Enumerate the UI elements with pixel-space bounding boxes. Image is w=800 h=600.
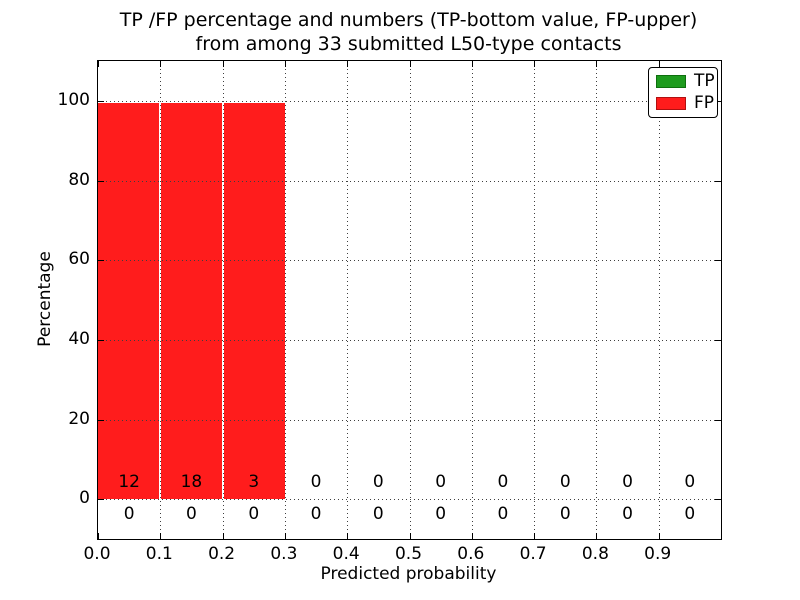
x-tick-label-0.5: 0.5 — [394, 544, 423, 564]
y-tick-label-100: 100 — [57, 89, 90, 110]
plot-area: TP FP 0 0 0 0 0 0 0 0 0 0 12 18 3 0 0 0 0 0 0 0 — [97, 60, 722, 540]
count-label-fp-bin-6: 0 — [497, 472, 509, 493]
count-label-fp-bin-5: 0 — [435, 472, 447, 493]
bar-fp-bin-2 — [222, 100, 285, 500]
y-tick-right — [715, 180, 721, 182]
x-tick-top — [284, 61, 286, 67]
y-tick-right — [715, 260, 721, 262]
y-tick-left — [98, 499, 104, 501]
legend-label-fp: FP — [694, 93, 715, 113]
x-tick-label-0.2: 0.2 — [208, 544, 236, 564]
x-tick-label-0.6: 0.6 — [457, 544, 485, 564]
x-tick-label-0.1: 0.1 — [145, 544, 173, 564]
x-tick-bottom — [658, 533, 660, 539]
x-tick-bottom — [471, 533, 473, 539]
count-label-tp-bin-8: 0 — [622, 503, 633, 524]
legend: TP FP — [648, 67, 718, 118]
count-label-tp-bin-0: 0 — [123, 503, 135, 524]
count-label-tp-bin-5: 0 — [435, 503, 447, 524]
count-label-fp-bin-0: 12 — [118, 472, 140, 493]
gridline-x-0.8 — [596, 61, 598, 539]
y-tick-right — [715, 499, 721, 501]
x-tick-label-0.7: 0.7 — [519, 544, 547, 564]
y-tick-label-80: 80 — [68, 169, 90, 190]
count-label-fp-bin-8: 0 — [622, 472, 633, 493]
x-tick-top — [347, 61, 349, 67]
gridline-x-0.1 — [160, 61, 162, 539]
y-tick-label-60: 60 — [68, 249, 90, 270]
bar-fp-bin-1 — [160, 100, 223, 500]
legend-entry-tp: TP — [656, 73, 715, 90]
x-tick-top — [98, 61, 99, 67]
count-label-tp-bin-4: 0 — [372, 503, 384, 524]
count-label-tp-bin-7: 0 — [559, 503, 571, 524]
x-axis-label: Predicted probability — [320, 564, 497, 584]
y-tick-label-40: 40 — [68, 328, 90, 349]
count-label-tp-bin-6: 0 — [497, 503, 509, 524]
gridline-x-0.9 — [658, 61, 660, 539]
gridline-x-0.2 — [222, 61, 224, 539]
x-tick-label-0.0: 0.0 — [83, 544, 111, 564]
x-tick-label-0.4: 0.4 — [332, 544, 360, 564]
legend-label-tp: TP — [694, 71, 715, 91]
count-label-tp-bin-3: 0 — [310, 503, 322, 524]
y-tick-left — [98, 100, 104, 102]
x-tick-label-0.8: 0.8 — [581, 544, 609, 564]
y-tick-left — [98, 419, 104, 421]
gridline-x-0.6 — [471, 61, 473, 539]
x-tick-top — [534, 61, 536, 67]
count-label-fp-bin-9: 0 — [684, 472, 696, 493]
x-tick-bottom — [409, 533, 411, 539]
x-tick-top — [596, 61, 598, 67]
count-label-fp-bin-4: 0 — [372, 472, 384, 493]
y-tick-right — [715, 339, 721, 341]
legend-swatch-fp — [656, 97, 686, 110]
count-label-fp-bin-1: 18 — [180, 472, 203, 493]
gridline-x-0.7 — [534, 61, 536, 539]
x-tick-bottom — [160, 533, 162, 539]
x-tick-label-0.9: 0.9 — [644, 544, 672, 564]
gridline-x-0.4 — [347, 61, 349, 539]
y-tick-label-0: 0 — [79, 488, 90, 509]
count-label-tp-bin-2: 0 — [248, 503, 260, 524]
y-tick-right — [715, 419, 721, 421]
count-label-tp-bin-1: 0 — [186, 503, 197, 524]
x-tick-top — [471, 61, 473, 67]
x-tick-top — [222, 61, 224, 67]
y-tick-left — [98, 260, 104, 262]
chart-title-line-1: TP /FP percentage and numbers (TP-bottom… — [119, 9, 698, 31]
x-tick-bottom — [98, 533, 99, 539]
x-tick-top — [658, 61, 660, 67]
count-label-tp-bin-9: 0 — [684, 503, 696, 524]
y-tick-label-20: 20 — [68, 408, 90, 429]
count-label-fp-bin-3: 0 — [310, 472, 322, 493]
x-tick-bottom — [534, 533, 536, 539]
y-axis-label: Percentage — [35, 251, 55, 347]
chart-title-line-2: from among 33 submitted L50-type contact… — [195, 33, 622, 55]
legend-swatch-tp — [656, 75, 686, 88]
y-tick-right — [715, 100, 721, 102]
x-tick-top — [160, 61, 162, 67]
x-tick-label-0.3: 0.3 — [270, 544, 298, 564]
bar-fp-bin-0 — [98, 100, 161, 500]
gridline-x-0.5 — [409, 61, 411, 539]
count-label-fp-bin-2: 3 — [248, 472, 260, 493]
legend-entry-fp: FP — [656, 95, 714, 112]
chart-title: TP /FP percentage and numbers (TP-bottom… — [97, 8, 720, 56]
x-tick-bottom — [596, 533, 598, 539]
y-tick-left — [98, 339, 104, 341]
x-tick-bottom — [347, 533, 349, 539]
x-tick-bottom — [284, 533, 286, 539]
y-tick-left — [98, 180, 104, 182]
x-tick-bottom — [222, 533, 224, 539]
x-tick-top — [409, 61, 411, 67]
count-label-fp-bin-7: 0 — [559, 472, 571, 493]
gridline-x-0.3 — [284, 61, 286, 539]
